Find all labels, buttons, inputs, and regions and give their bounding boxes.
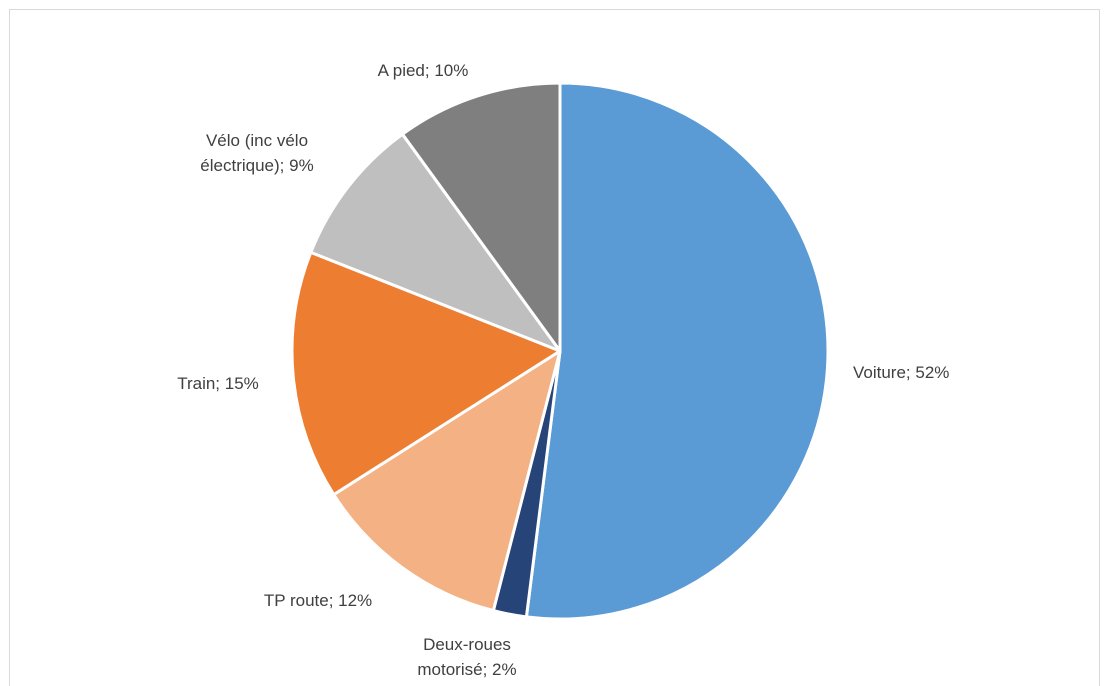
- pie-slice-v-lo-inc-v-lo-lectrique: [309, 132, 562, 353]
- data-label-v-lo-inc-v-lo-lectrique: Vélo (inc vélo électrique); 9%: [200, 131, 313, 175]
- pie-slice-voiture: [524, 81, 830, 621]
- data-label-voiture: Voiture; 52%: [853, 363, 949, 382]
- pie-slices: [290, 81, 830, 621]
- data-label-tp-route: TP route; 12%: [264, 591, 372, 610]
- pie-slice-train: [290, 250, 562, 497]
- data-label-a-pied: A pied; 10%: [378, 61, 469, 80]
- data-label-deux-roues-motoris: Deux-roues motorisé; 2%: [417, 635, 516, 679]
- pie-slice-a-pied: [400, 81, 562, 353]
- pie-slice-tp-route: [332, 349, 562, 613]
- data-label-train: Train; 15%: [177, 374, 259, 393]
- pie-labels: Voiture; 52% Deux-roues motorisé; 2% TP rou…: [177, 61, 949, 679]
- chart-frame: [9, 9, 1100, 686]
